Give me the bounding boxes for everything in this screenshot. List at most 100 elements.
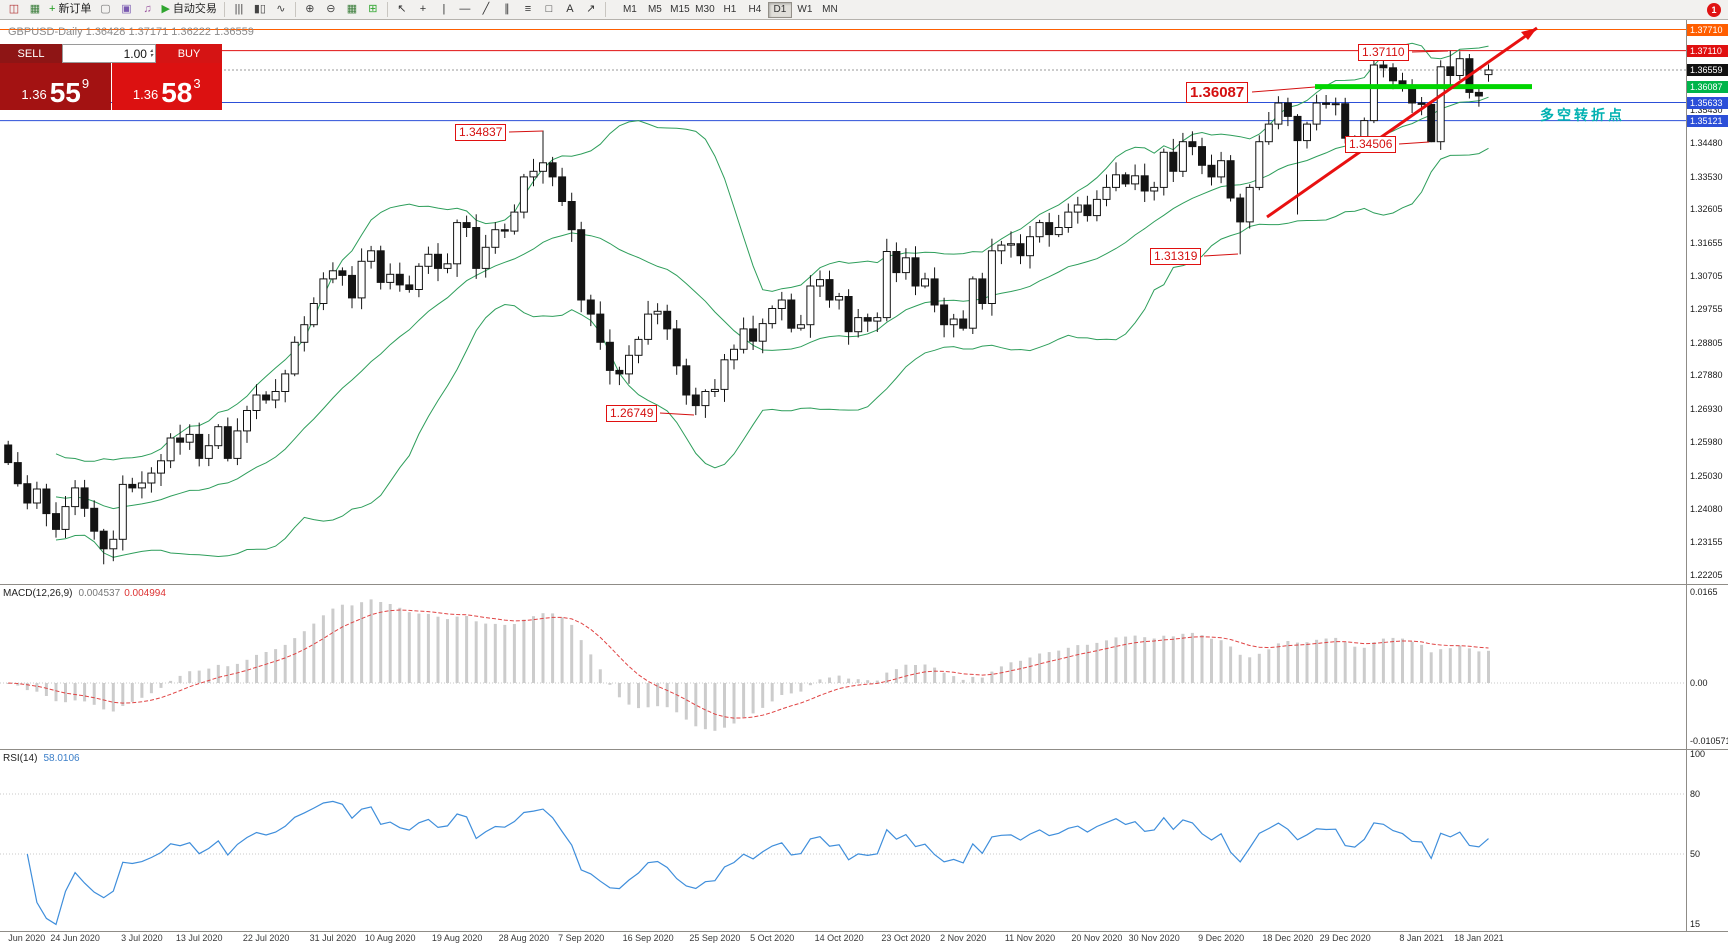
candle[interactable] xyxy=(586,294,595,327)
candle[interactable] xyxy=(1169,138,1178,182)
candle[interactable] xyxy=(1436,60,1445,150)
candle[interactable] xyxy=(290,336,299,377)
trend-arrow-line[interactable] xyxy=(1266,26,1538,219)
candle[interactable] xyxy=(1255,135,1264,191)
candle[interactable] xyxy=(13,452,22,487)
candle[interactable] xyxy=(510,204,519,235)
candle[interactable] xyxy=(52,502,60,538)
time-axis[interactable]: Jun 2020 24 Jun 2020 3 Jul 2020 13 Jul 2020… xyxy=(0,932,1686,946)
candle[interactable] xyxy=(930,267,939,313)
price-scale[interactable]: 1.35430 1.34480 1.33530 1.32605 1.31655 1.307… xyxy=(1686,20,1728,932)
sell-button[interactable]: SELL xyxy=(0,44,62,63)
candle[interactable] xyxy=(653,303,662,325)
volume-input[interactable]: 1.00 ▴ ▾ xyxy=(62,44,156,63)
timeframe-w1[interactable]: W1 xyxy=(797,4,813,15)
candle[interactable] xyxy=(577,221,586,313)
candle[interactable] xyxy=(873,312,882,332)
candle[interactable] xyxy=(328,262,337,284)
candle[interactable] xyxy=(405,275,414,293)
buy-price-button[interactable]: 1.36 58 3 xyxy=(111,63,222,110)
candle[interactable] xyxy=(1073,196,1082,224)
candle[interactable] xyxy=(730,344,738,370)
price-callout[interactable]: 1.34837 xyxy=(455,124,507,141)
candle[interactable] xyxy=(319,272,328,311)
candle[interactable] xyxy=(233,418,242,466)
candle[interactable] xyxy=(1054,214,1063,238)
candle[interactable] xyxy=(921,272,929,289)
price-callout[interactable]: 1.31319 xyxy=(1150,248,1202,265)
timeframe-d1[interactable]: D1 xyxy=(767,1,792,18)
candle[interactable] xyxy=(1236,193,1245,255)
candle[interactable] xyxy=(271,379,280,409)
candle[interactable] xyxy=(968,276,977,334)
volume-spinner[interactable]: ▴ ▾ xyxy=(150,48,153,59)
trendline-icon[interactable]: ╱ xyxy=(476,1,496,18)
candle[interactable] xyxy=(1217,151,1226,184)
candle[interactable] xyxy=(749,315,758,350)
panel-separator[interactable] xyxy=(0,584,1728,585)
candle[interactable] xyxy=(644,300,653,345)
price-callout[interactable]: 1.37110 xyxy=(1358,44,1409,61)
candle[interactable] xyxy=(1322,95,1331,109)
candle[interactable] xyxy=(672,320,681,375)
candle[interactable] xyxy=(357,248,366,310)
candle[interactable] xyxy=(414,263,423,298)
candle[interactable] xyxy=(1198,137,1206,175)
candle[interactable] xyxy=(4,440,13,465)
tile-windows-icon[interactable]: ▦ xyxy=(342,1,362,18)
candle[interactable] xyxy=(262,391,271,404)
candle[interactable] xyxy=(376,245,385,290)
candle[interactable] xyxy=(1264,112,1273,145)
candle[interactable] xyxy=(825,270,834,308)
candle[interactable] xyxy=(147,467,156,493)
candle[interactable] xyxy=(1178,132,1187,177)
candle[interactable] xyxy=(243,405,251,443)
candle[interactable] xyxy=(1303,121,1311,149)
candle[interactable] xyxy=(1150,181,1159,201)
fibonacci-icon[interactable]: ≡ xyxy=(518,1,538,18)
candle[interactable] xyxy=(940,297,949,338)
shapes-icon[interactable]: □ xyxy=(539,1,559,18)
chart-text-annotation[interactable]: 多空转折点 xyxy=(1540,107,1625,123)
candle[interactable] xyxy=(1112,162,1120,192)
candle[interactable] xyxy=(309,297,318,328)
candle[interactable] xyxy=(1293,114,1302,215)
candlestick-chart[interactable] xyxy=(0,20,1686,585)
candle[interactable] xyxy=(80,479,89,517)
candle[interactable] xyxy=(166,433,175,469)
zoom-in-icon[interactable]: ⊕ xyxy=(300,1,320,18)
candle[interactable] xyxy=(796,314,805,331)
candle[interactable] xyxy=(1226,155,1235,202)
candle[interactable] xyxy=(720,354,729,402)
candle[interactable] xyxy=(109,530,118,562)
candle[interactable] xyxy=(252,384,261,420)
chart-windows-icon[interactable]: ▢ xyxy=(95,1,115,18)
price-callout[interactable]: 1.34506 xyxy=(1345,136,1397,153)
candle[interactable] xyxy=(195,422,204,467)
crosshair-icon[interactable]: + xyxy=(413,1,433,18)
candle[interactable] xyxy=(434,243,442,282)
price-callout[interactable]: 1.36087 xyxy=(1186,82,1249,103)
candle[interactable] xyxy=(481,234,490,278)
timeframe-h4[interactable]: H4 xyxy=(748,4,762,15)
candle[interactable] xyxy=(529,158,538,187)
candle[interactable] xyxy=(777,291,786,321)
candle[interactable] xyxy=(424,246,433,274)
candle[interactable] xyxy=(605,329,614,385)
candle[interactable] xyxy=(1207,154,1216,186)
candle[interactable] xyxy=(978,272,987,310)
candle[interactable] xyxy=(892,242,901,283)
timeframe-m15[interactable]: M15 xyxy=(670,4,690,15)
notification-badge[interactable]: 1 xyxy=(1707,3,1721,17)
candle[interactable] xyxy=(118,475,127,551)
candle[interactable] xyxy=(338,267,347,286)
candle[interactable] xyxy=(491,222,500,254)
candle[interactable] xyxy=(281,369,290,403)
candle[interactable] xyxy=(1455,51,1464,80)
candle[interactable] xyxy=(1159,148,1168,196)
candle[interactable] xyxy=(443,253,452,274)
candle[interactable] xyxy=(462,215,471,237)
candle[interactable] xyxy=(1121,172,1130,187)
candle[interactable] xyxy=(1045,212,1054,247)
candle[interactable] xyxy=(1007,231,1015,258)
